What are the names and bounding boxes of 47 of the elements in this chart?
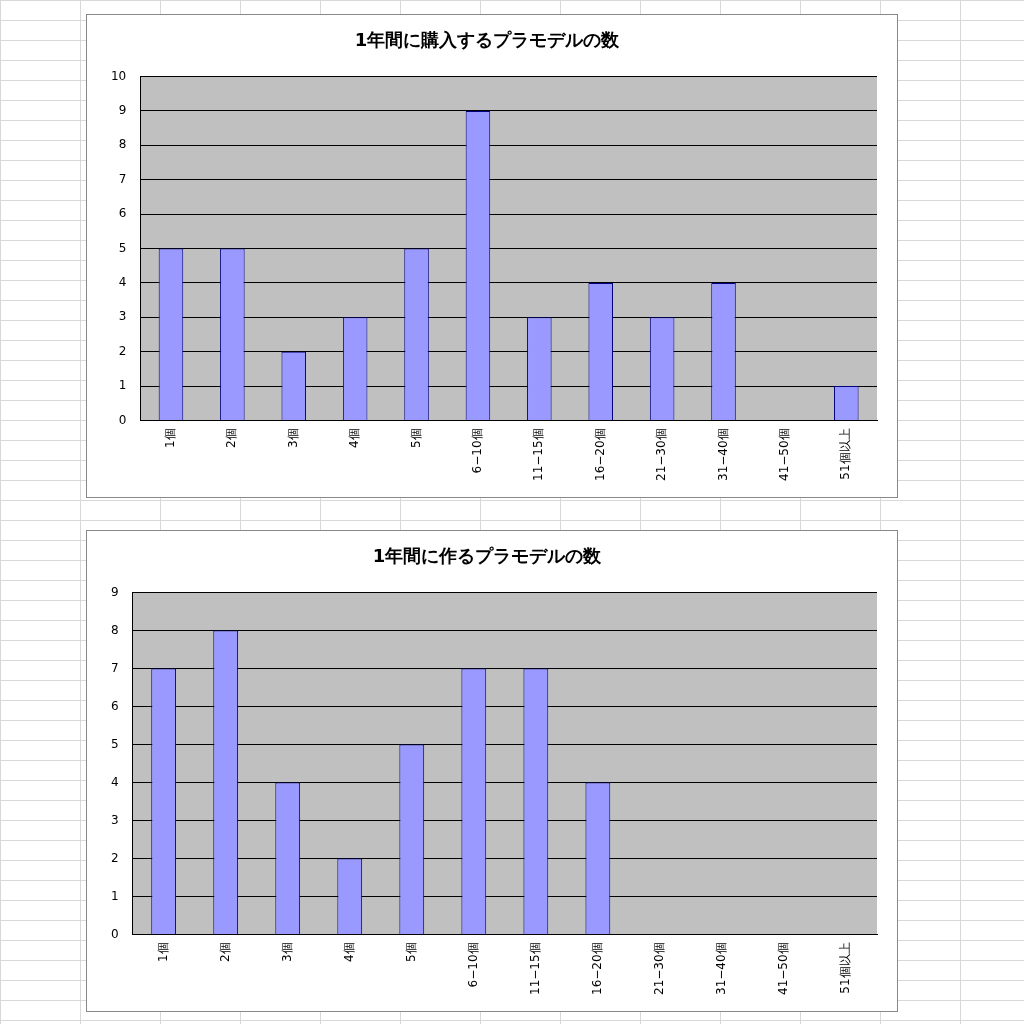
x-tick-label: 3個 [279,942,294,963]
chart-title: 1年間に購入するプラモデルの数 [354,29,621,51]
y-tick-label: 1 [110,888,119,903]
y-tick-label: 5 [110,736,119,751]
x-tick-label: 5個 [408,428,423,449]
x-tick-label: 11−15個 [531,428,546,481]
x-tick-label: 16−20個 [592,428,607,481]
x-tick-label: 21−30個 [652,942,667,995]
x-tick-label: 2個 [217,942,232,963]
y-tick-label: 6 [110,698,119,713]
x-tick-label: 6−10個 [470,428,485,474]
y-tick-label: 5 [118,240,127,255]
x-tick-label: 41−50個 [776,942,791,995]
x-tick-label: 3個 [285,428,300,449]
x-tick-label: 21−30個 [654,428,669,481]
x-tick-label: 4個 [341,942,356,963]
x-tick-label: 6−10個 [465,942,480,988]
x-tick-label: 51個以上 [838,428,853,480]
x-tick-label: 16−20個 [589,942,604,995]
x-tick-label: 41−50個 [777,428,792,481]
chart-title: 1年間に作るプラモデルの数 [372,545,603,567]
x-tick-label: 51個以上 [838,942,853,994]
x-tick-label: 1個 [155,942,170,963]
x-tick-label: 1個 [163,428,178,449]
y-tick-label: 3 [110,812,119,827]
y-tick-label: 9 [110,584,119,599]
y-tick-label: 0 [118,412,127,427]
y-tick-label: 1 [118,378,127,393]
y-tick-label: 0 [110,926,119,941]
x-tick-label: 4個 [347,428,362,449]
y-tick-label: 8 [118,137,127,152]
x-tick-label: 31−40個 [714,942,729,995]
y-tick-label: 3 [118,309,127,324]
y-tick-label: 2 [110,850,119,865]
y-tick-label: 8 [110,622,119,637]
x-tick-label: 5個 [403,942,418,963]
x-tick-label: 31−40個 [715,428,730,481]
y-tick-label: 4 [118,275,127,290]
y-tick-label: 7 [110,660,119,675]
y-tick-label: 10 [110,68,127,83]
y-tick-label: 6 [118,206,127,221]
y-tick-label: 4 [110,774,119,789]
x-tick-label: 11−15個 [527,942,542,995]
x-tick-label: 2個 [224,428,239,449]
y-tick-label: 7 [118,171,127,186]
y-tick-label: 9 [118,103,127,118]
y-tick-label: 2 [118,343,127,358]
